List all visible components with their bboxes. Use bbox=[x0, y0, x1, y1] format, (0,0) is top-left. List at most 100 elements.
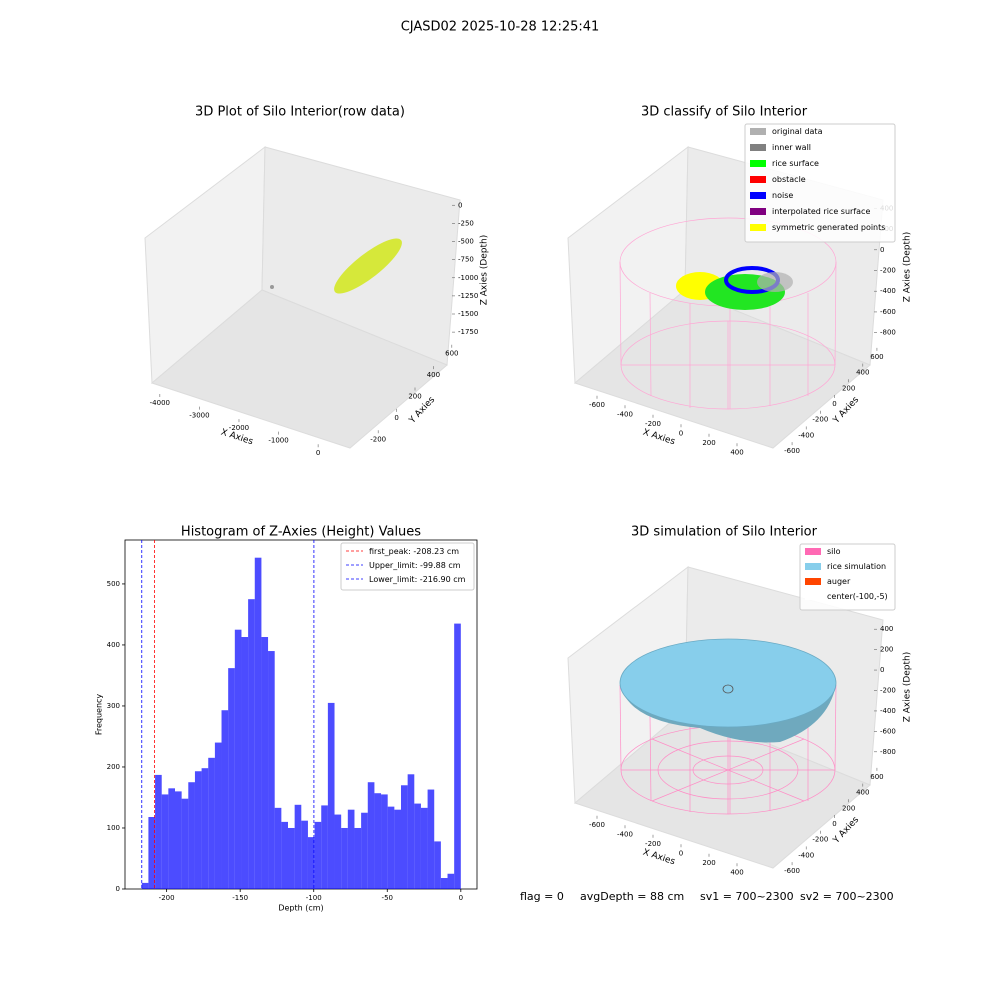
tick-label: -250 bbox=[458, 219, 474, 227]
tick-label: 400 bbox=[856, 369, 869, 377]
tick-label: -600 bbox=[784, 867, 800, 875]
tick-label: 200 bbox=[842, 384, 855, 392]
legend-swatch bbox=[805, 593, 821, 600]
silo-wireframe bbox=[619, 684, 837, 815]
bar bbox=[361, 812, 368, 889]
silo-wireframe bbox=[619, 217, 837, 410]
bar bbox=[294, 804, 302, 889]
bar bbox=[287, 827, 295, 889]
center bbox=[722, 684, 734, 694]
bar bbox=[248, 599, 255, 889]
bar bbox=[387, 806, 395, 889]
bar bbox=[261, 637, 269, 889]
tick-label: -400 bbox=[880, 287, 896, 295]
bar bbox=[440, 878, 448, 889]
legend-label: Lower_limit: -216.90 cm bbox=[369, 575, 466, 584]
subplot-title: 3D Plot of Silo Interior(row data) bbox=[195, 105, 405, 120]
tick-label: -200 bbox=[370, 435, 386, 443]
tick-label: 600 bbox=[870, 353, 883, 361]
legend-swatch bbox=[750, 144, 766, 151]
tick-label: -1000 bbox=[458, 274, 478, 282]
bar bbox=[301, 820, 308, 889]
scene-1 bbox=[144, 145, 461, 449]
tick-label: 200 bbox=[702, 859, 715, 867]
x-tick-label: -50 bbox=[382, 894, 393, 902]
legend-swatch bbox=[805, 563, 821, 570]
tick-label: 400 bbox=[427, 371, 440, 379]
subplot-title: 3D classify of Silo Interior bbox=[641, 105, 808, 120]
tick-label: 0 bbox=[880, 666, 884, 674]
y-axis-label: Frequency bbox=[95, 694, 104, 736]
pane bbox=[573, 289, 871, 449]
bar bbox=[168, 788, 175, 889]
tick-label: 0 bbox=[679, 429, 683, 437]
rice-surface bbox=[619, 638, 837, 728]
tick-label: 400 bbox=[856, 789, 869, 797]
legend-label: original data bbox=[772, 127, 823, 136]
legend-label: symmetric generated points bbox=[772, 223, 885, 232]
bar bbox=[281, 821, 288, 889]
scene-4 bbox=[567, 565, 884, 869]
y-tick-label: 400 bbox=[107, 641, 120, 649]
tick-label: -200 bbox=[812, 836, 828, 844]
tick-label: -600 bbox=[880, 727, 896, 735]
tick-label: -3000 bbox=[189, 412, 209, 420]
tick-label: -1500 bbox=[458, 310, 478, 318]
bar bbox=[208, 757, 215, 889]
bar bbox=[434, 841, 441, 889]
status-text: flag = 0 bbox=[520, 890, 564, 903]
bar bbox=[155, 774, 162, 889]
legend-swatch bbox=[750, 160, 766, 167]
tick-label: 200 bbox=[408, 393, 421, 401]
legend-swatch bbox=[750, 192, 766, 199]
tick-label: -400 bbox=[617, 830, 633, 838]
bar bbox=[414, 803, 421, 889]
axis-label: Z Axies (Depth) bbox=[480, 235, 490, 306]
tick-label: -1250 bbox=[458, 292, 478, 300]
subplot-title: 3D simulation of Silo Interior bbox=[631, 525, 818, 540]
bar bbox=[141, 882, 149, 889]
bar bbox=[307, 837, 315, 889]
legend-box bbox=[744, 123, 896, 243]
bar bbox=[234, 629, 242, 889]
tick-label: 0 bbox=[832, 820, 836, 828]
bar bbox=[194, 771, 202, 889]
status-text: sv1 = 700~2300 bbox=[700, 890, 794, 903]
x-tick-label: -100 bbox=[306, 894, 322, 902]
bar bbox=[148, 817, 156, 889]
tick-label: -750 bbox=[458, 256, 474, 264]
tick-label: -200 bbox=[880, 267, 896, 275]
bar bbox=[274, 807, 282, 889]
tick-label: 0 bbox=[394, 414, 398, 422]
axis-label: Z Axies (Depth) bbox=[903, 232, 913, 303]
legend-box bbox=[340, 542, 475, 591]
tick-label: -1000 bbox=[268, 437, 288, 445]
bar bbox=[241, 637, 249, 889]
bar bbox=[454, 623, 461, 889]
y-tick-label: 0 bbox=[116, 885, 120, 893]
bar bbox=[321, 805, 328, 889]
bar bbox=[420, 807, 428, 889]
bar bbox=[447, 873, 455, 889]
tick-label: -200 bbox=[880, 687, 896, 695]
status-text: avgDepth = 88 cm bbox=[580, 890, 684, 903]
tick-label: -400 bbox=[880, 707, 896, 715]
legend-swatch bbox=[805, 578, 821, 585]
tick-label: -400 bbox=[798, 431, 814, 439]
status-bar: flag = 0 avgDepth = 88 cm sv1 = 700~2300… bbox=[520, 890, 894, 903]
tick-label: 400 bbox=[880, 625, 893, 633]
tick-label: 400 bbox=[730, 868, 743, 876]
legend-label: rice simulation bbox=[827, 562, 886, 571]
legend-label: rice surface bbox=[772, 159, 819, 168]
legend-label: silo bbox=[827, 547, 841, 556]
tick-label: -4000 bbox=[150, 399, 170, 407]
legend-swatch bbox=[750, 128, 766, 135]
bar bbox=[407, 774, 415, 889]
bar bbox=[228, 668, 235, 889]
legend-label: auger bbox=[827, 577, 851, 586]
bar bbox=[221, 710, 229, 889]
point bbox=[270, 285, 274, 289]
bar bbox=[268, 651, 275, 889]
x-tick-label: -200 bbox=[159, 894, 175, 902]
tick-label: -600 bbox=[880, 308, 896, 316]
